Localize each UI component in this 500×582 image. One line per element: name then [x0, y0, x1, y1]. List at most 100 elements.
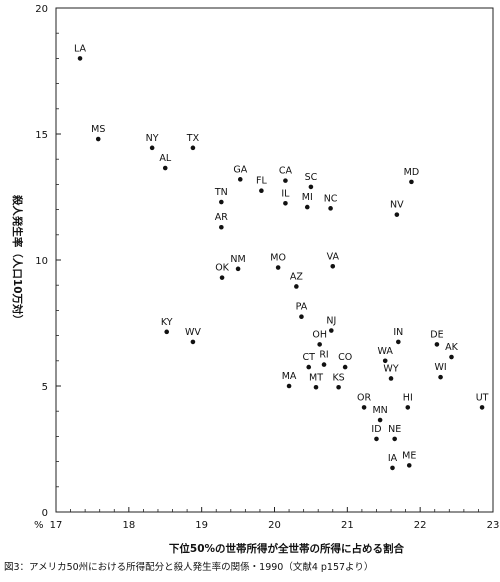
point-label-fl: FL [256, 176, 267, 187]
point-label-or: OR [357, 392, 371, 403]
point-ky [164, 329, 170, 335]
x-unit-label: % [34, 520, 44, 531]
point-az [294, 284, 299, 289]
point-label-mi: MI [302, 192, 313, 203]
point-label-sc: SC [305, 172, 318, 183]
point-wv [190, 339, 196, 345]
point-label-tx: TX [186, 133, 200, 144]
y-tick-label: 20 [35, 4, 48, 15]
point-ok [219, 275, 225, 280]
point-tn [219, 199, 224, 205]
point-label-md: MD [404, 167, 420, 178]
point-label-nj: NJ [326, 316, 336, 327]
point-label-ny: NY [146, 133, 159, 144]
point-ca [283, 178, 288, 183]
point-oh [317, 342, 322, 347]
point-label-va: VA [327, 251, 340, 262]
y-tick-label: 0 [42, 508, 48, 519]
point-md [409, 179, 414, 185]
point-ak [449, 354, 454, 360]
point-co [342, 364, 348, 370]
point-label-mt: MT [309, 372, 323, 383]
point-label-al: AL [159, 153, 171, 164]
point-label-wi: WI [434, 362, 446, 373]
y-axis-label: 殺人発生率（人口10万対） [11, 194, 24, 325]
point-label-ky: KY [161, 317, 173, 328]
point-label-hi: HI [403, 392, 413, 403]
point-or [361, 405, 367, 410]
point-ct [306, 364, 312, 370]
x-tick-label: 21 [341, 520, 354, 531]
point-label-me: ME [402, 450, 416, 461]
point-id [374, 436, 379, 442]
point-ma [286, 383, 292, 389]
point-label-ia: IA [388, 453, 398, 464]
point-label-in: IN [393, 327, 403, 338]
point-ia [390, 465, 395, 471]
point-ga [237, 177, 243, 182]
point-wa [382, 358, 388, 364]
y-tick-label: 10 [35, 256, 48, 267]
point-sc [308, 184, 314, 190]
point-va [330, 264, 336, 269]
x-tick-label: 20 [268, 520, 281, 531]
point-ny [149, 145, 155, 151]
point-pa [299, 314, 304, 320]
point-label-id: ID [371, 424, 381, 435]
point-label-il: IL [281, 188, 290, 199]
figure-caption: 図3：アメリカ50州における所得配分と殺人発生率の関係・1990（文献4 p15… [4, 562, 374, 573]
point-ks [336, 384, 341, 390]
point-de [434, 342, 440, 347]
point-label-ca: CA [279, 166, 293, 177]
point-label-tn: TN [214, 187, 228, 198]
point-mn [377, 417, 383, 423]
point-hi [405, 405, 411, 410]
point-label-ma: MA [282, 371, 297, 382]
point-label-wv: WV [185, 327, 201, 338]
point-label-la: LA [74, 43, 87, 54]
point-wi [438, 374, 443, 380]
point-ut [479, 405, 485, 410]
x-tick-label: 23 [487, 520, 500, 531]
point-nv [394, 212, 400, 217]
point-label-oh: OH [312, 329, 327, 340]
point-label-ok: OK [215, 263, 229, 274]
point-ms [95, 136, 101, 142]
point-al [162, 165, 168, 171]
y-tick-label: 5 [42, 382, 48, 393]
scatter-chart: 17 18 19 20 21 22 23 0 5 10 15 20% 下位50%の世帯所得が全世帯の所得… [11, 4, 500, 555]
point-label-nm: NM [230, 254, 245, 265]
point-ar [219, 224, 224, 230]
point-label-ak: AK [445, 342, 458, 353]
x-tick-label: 19 [195, 520, 208, 531]
point-label-ct: CT [303, 352, 316, 363]
point-label-nv: NV [390, 200, 404, 211]
point-label-wy: WY [383, 363, 398, 374]
point-mi [304, 204, 310, 210]
point-label-ks: KS [332, 372, 344, 383]
point-la [77, 56, 83, 61]
point-label-ne: NE [388, 424, 401, 435]
point-nc [328, 206, 333, 211]
point-label-ms: MS [91, 124, 105, 135]
y-tick-label: 15 [35, 130, 48, 141]
point-fl [259, 188, 264, 193]
point-me [406, 463, 412, 468]
x-tick-label: 17 [50, 520, 63, 531]
point-label-ut: UT [476, 392, 489, 403]
point-wy [388, 376, 394, 381]
point-label-wa: WA [378, 346, 394, 357]
point-label-ar: AR [215, 212, 228, 223]
point-nj [329, 328, 334, 333]
point-label-az: AZ [290, 271, 303, 282]
point-label-ga: GA [233, 164, 247, 175]
point-in [396, 339, 401, 345]
point-ne [392, 436, 397, 442]
point-label-co: CO [338, 352, 352, 363]
point-label-ri: RI [319, 350, 328, 361]
x-tick-label: 22 [414, 520, 427, 531]
point-mo [275, 265, 281, 270]
point-label-mn: MN [372, 405, 387, 416]
point-mt [313, 384, 319, 390]
